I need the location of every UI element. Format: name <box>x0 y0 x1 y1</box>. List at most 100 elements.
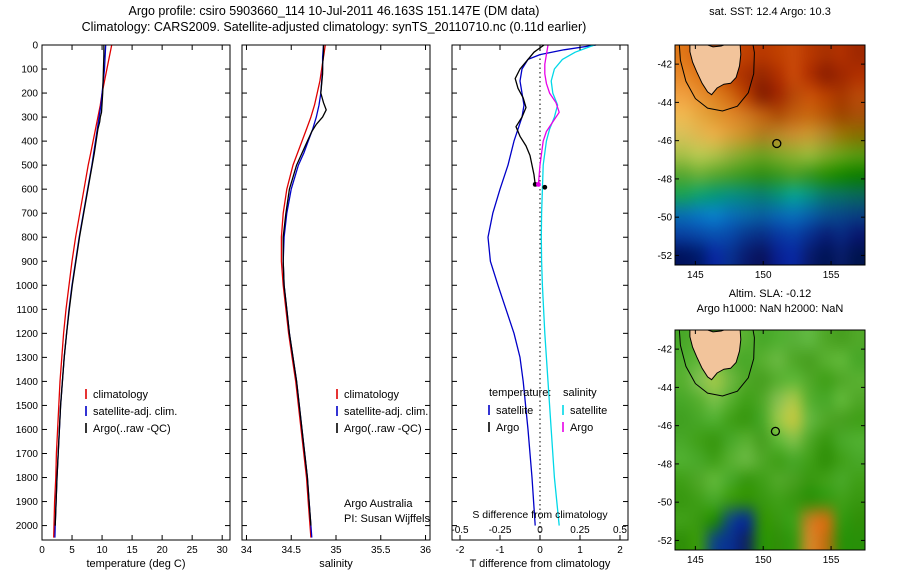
x-tick-label: 15 <box>127 545 139 556</box>
tasmania-landmass <box>689 330 742 381</box>
series-climatology <box>280 44 326 538</box>
s-axis-tick-label: 0 <box>537 525 543 536</box>
tasmania-landmass <box>689 45 742 96</box>
map-geography <box>678 330 755 397</box>
depth-tick-label: 200 <box>21 89 38 100</box>
s-axis-tick-label: -0.25 <box>489 525 512 536</box>
x-tick-label: 1 <box>577 545 583 556</box>
legend-label: satellite <box>570 405 607 417</box>
depth-tick-label: 1100 <box>16 305 38 316</box>
lon-tick-label: 150 <box>755 555 772 566</box>
argo-float-position-marker <box>772 138 782 149</box>
legend-label: satellite-adj. clim. <box>344 406 428 418</box>
series-end-dot <box>536 181 541 187</box>
depth-tick-label: 400 <box>21 137 38 148</box>
s-axis-tick-label: -0.5 <box>451 525 469 536</box>
legend-label: Argo(..raw -QC) <box>93 423 171 435</box>
series-argo-raw <box>282 45 327 526</box>
lon-tick-label: 155 <box>823 270 840 281</box>
figure-title-line2: Climatology: CARS2009. Satellite-adjuste… <box>81 20 587 34</box>
lat-tick-label: -50 <box>658 498 673 509</box>
series-temperature-satellite <box>487 44 597 526</box>
x-tick-label: 36 <box>420 545 432 556</box>
series-salinity-satellite <box>540 44 595 526</box>
axes-box <box>241 44 431 541</box>
x-tick-label: 0 <box>537 545 543 556</box>
panel-annotation: Argo Australia <box>344 498 413 510</box>
legend-label: climatology <box>93 389 149 401</box>
x-axis-label: T difference from climatology <box>470 558 611 570</box>
depth-tick-label: 800 <box>21 233 38 244</box>
coastal-contour-line <box>678 45 755 112</box>
lat-tick-label: -44 <box>658 383 673 394</box>
axes-box <box>41 44 231 541</box>
depth-tick-label: 2000 <box>16 521 39 532</box>
x-tick-label: 2 <box>617 545 623 556</box>
depth-tick-label: 0 <box>32 41 38 52</box>
legend-label: climatology <box>344 389 400 401</box>
legend-label: Argo(..raw -QC) <box>344 423 422 435</box>
x-tick-label: 5 <box>69 545 75 556</box>
data-dot <box>542 184 548 190</box>
legend-label: Argo <box>496 422 519 434</box>
lat-tick-label: -46 <box>658 136 673 147</box>
s-axis-tick-label: 0.5 <box>613 525 627 536</box>
x-axis-label: temperature (deg C) <box>86 558 185 570</box>
depth-tick-label: 1300 <box>16 353 39 364</box>
sla-map-title-1: Altim. SLA: -0.12 <box>728 288 812 300</box>
x-tick-label: 30 <box>217 545 229 556</box>
x-tick-label: 0 <box>39 545 45 556</box>
depth-tick-label: 700 <box>21 209 38 220</box>
series-temperature-argo <box>514 44 545 185</box>
lat-tick-label: -52 <box>658 251 673 262</box>
panel-salinity-panel: 34 34.5 35 35.5 36 salinity climatology satelli… <box>241 44 432 570</box>
legend-label: satellite-adj. clim. <box>93 406 177 418</box>
sst-map-overlay: 145 150 155 -42 -44 -46 -48 -50 -52 <box>658 44 866 281</box>
depth-tick-label: 600 <box>21 185 38 196</box>
legend-label: satellite <box>496 405 533 417</box>
legend-header-temperature: temperature: <box>489 387 551 399</box>
lat-tick-label: -46 <box>658 421 673 432</box>
lat-tick-label: -42 <box>658 345 673 356</box>
lon-tick-label: 145 <box>687 270 704 281</box>
x-tick-label: 35 <box>330 545 342 556</box>
series-argo-raw <box>54 45 105 526</box>
depth-tick-label: 1400 <box>16 377 39 388</box>
series-satellite-adj-clim <box>282 44 325 538</box>
map-geography <box>678 45 755 112</box>
panel-difference-panel: -2 -1 0 1 2 T difference from climatology temp… <box>451 44 629 570</box>
x-axis-label: salinity <box>319 558 353 570</box>
x-tick-label: -1 <box>496 545 505 556</box>
coastal-contour-line <box>678 330 755 397</box>
depth-tick-label: 1800 <box>16 473 39 484</box>
lon-tick-label: 145 <box>687 555 704 566</box>
x-tick-label: -2 <box>456 545 465 556</box>
sla-map-overlay: 145 150 155 -42 -44 -46 -48 -50 -52 <box>658 329 866 566</box>
x-tick-label: 10 <box>97 545 109 556</box>
lat-tick-label: -48 <box>658 459 673 470</box>
profile-plots: 0 5 10 15 20 25 300100200300400500600700800900… <box>16 41 629 570</box>
x-tick-label: 20 <box>157 545 169 556</box>
s-axis-label: S difference from climatology <box>472 509 608 521</box>
lon-tick-label: 155 <box>823 555 840 566</box>
x-tick-label: 25 <box>187 545 199 556</box>
legend-label: Argo <box>570 422 593 434</box>
lat-tick-label: -42 <box>658 60 673 71</box>
lat-tick-label: -44 <box>658 98 673 109</box>
series-climatology <box>53 44 113 538</box>
lon-tick-label: 150 <box>755 270 772 281</box>
depth-tick-label: 1000 <box>16 281 39 292</box>
panel-annotation: PI: Susan Wijffels <box>344 513 430 525</box>
depth-tick-label: 500 <box>21 161 38 172</box>
sla-map-title-2: Argo h1000: NaN h2000: NaN <box>696 303 844 315</box>
depth-tick-label: 1700 <box>16 449 39 460</box>
legend-header-salinity: salinity <box>563 387 597 399</box>
s-axis-tick-label: 0.25 <box>570 525 590 536</box>
lat-tick-label: -50 <box>658 213 673 224</box>
map-border <box>674 329 866 551</box>
x-tick-label: 35.5 <box>371 545 391 556</box>
depth-tick-label: 1900 <box>16 497 39 508</box>
lat-tick-label: -48 <box>658 174 673 185</box>
depth-tick-label: 1600 <box>16 425 39 436</box>
